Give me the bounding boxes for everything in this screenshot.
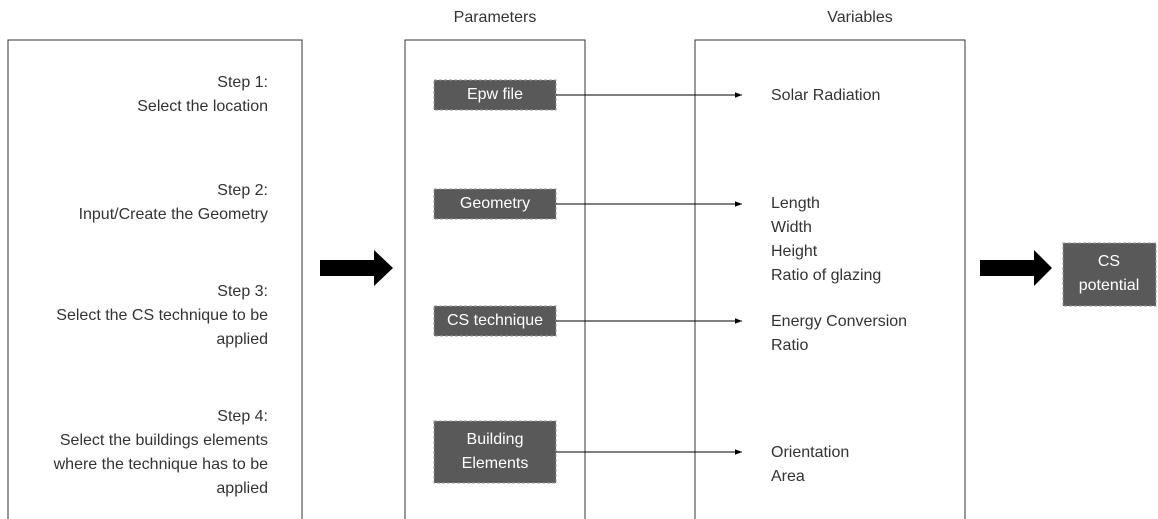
parameter-label: Building (467, 431, 524, 448)
step-text: Step 1: (217, 74, 268, 91)
big-arrow (320, 250, 393, 286)
parameter-box (433, 305, 557, 337)
parameter-label: CS technique (447, 312, 543, 329)
parameter-label: Geometry (460, 195, 530, 212)
variable-text: Ratio (771, 337, 808, 354)
step-text: Select the location (137, 98, 268, 115)
output-label: potential (1079, 277, 1140, 294)
step-text: applied (216, 331, 268, 348)
variable-text: Area (771, 468, 805, 485)
header: Variables (827, 9, 893, 26)
step-text: Input/Create the Geometry (79, 206, 268, 223)
variable-text: Ratio of glazing (771, 267, 881, 284)
step-text: Step 4: (217, 408, 268, 425)
output-label: CS (1098, 253, 1120, 270)
parameter-box (433, 79, 557, 111)
variable-text: Solar Radiation (771, 87, 880, 104)
step-text: Select the CS technique to be (56, 307, 268, 324)
step-text: applied (216, 480, 268, 497)
variable-text: Orientation (771, 444, 849, 461)
parameter-box (433, 420, 557, 484)
output-box (1062, 242, 1157, 307)
variables-box (694, 39, 966, 519)
variable-text: Height (771, 243, 818, 260)
big-arrow (980, 250, 1052, 286)
variable-text: Energy Conversion (771, 313, 907, 330)
step-text: Step 3: (217, 283, 268, 300)
step-text: where the technique has to be (53, 456, 268, 473)
steps-box (7, 39, 303, 519)
parameter-label: Epw file (467, 86, 523, 103)
parameter-box (433, 188, 557, 220)
variable-text: Width (771, 219, 812, 236)
step-text: Step 2: (217, 182, 268, 199)
parameter-label: Elements (462, 455, 529, 472)
header: Parameters (454, 9, 537, 26)
variable-text: Length (771, 195, 820, 212)
step-text: Select the buildings elements (60, 432, 268, 449)
